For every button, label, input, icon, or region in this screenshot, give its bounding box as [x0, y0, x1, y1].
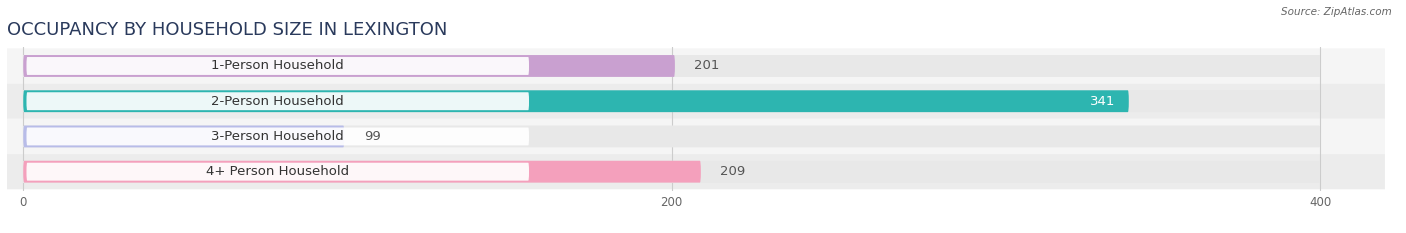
FancyBboxPatch shape	[24, 55, 1320, 77]
FancyBboxPatch shape	[27, 163, 529, 181]
FancyBboxPatch shape	[24, 126, 344, 147]
Text: 201: 201	[695, 59, 720, 72]
Text: 341: 341	[1091, 95, 1116, 108]
FancyBboxPatch shape	[24, 90, 1320, 112]
Bar	[24, 126, 1320, 147]
FancyBboxPatch shape	[7, 48, 1385, 84]
FancyBboxPatch shape	[7, 84, 1385, 119]
Text: 3-Person Household: 3-Person Household	[211, 130, 344, 143]
FancyBboxPatch shape	[24, 126, 1320, 147]
FancyBboxPatch shape	[7, 119, 1385, 154]
Text: 2-Person Household: 2-Person Household	[211, 95, 344, 108]
FancyBboxPatch shape	[24, 90, 1129, 112]
Text: OCCUPANCY BY HOUSEHOLD SIZE IN LEXINGTON: OCCUPANCY BY HOUSEHOLD SIZE IN LEXINGTON	[7, 21, 447, 39]
FancyBboxPatch shape	[27, 57, 529, 75]
Text: 209: 209	[720, 165, 745, 178]
FancyBboxPatch shape	[24, 55, 675, 77]
Text: 1-Person Household: 1-Person Household	[211, 59, 344, 72]
Text: 99: 99	[364, 130, 381, 143]
Bar	[24, 161, 1320, 183]
FancyBboxPatch shape	[24, 161, 700, 183]
Bar	[24, 55, 1320, 77]
FancyBboxPatch shape	[7, 154, 1385, 189]
FancyBboxPatch shape	[27, 127, 529, 145]
Bar	[24, 90, 1320, 112]
Text: 4+ Person Household: 4+ Person Household	[207, 165, 349, 178]
FancyBboxPatch shape	[24, 161, 1320, 183]
FancyBboxPatch shape	[27, 92, 529, 110]
Text: Source: ZipAtlas.com: Source: ZipAtlas.com	[1281, 7, 1392, 17]
